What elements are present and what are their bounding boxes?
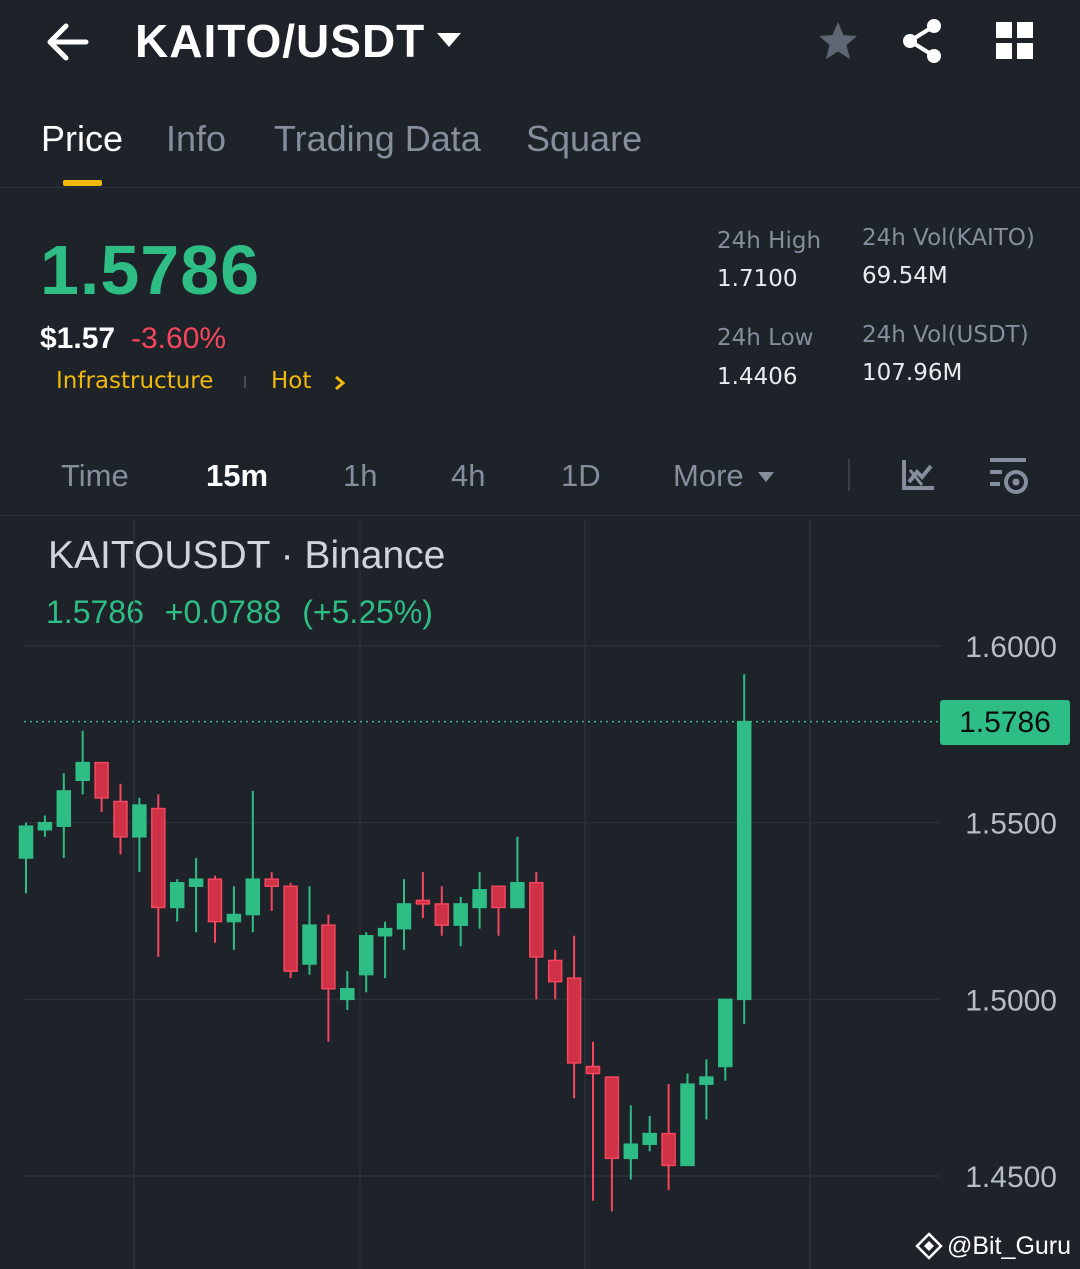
indicator-icon[interactable] — [900, 458, 936, 492]
watermark: @Bit_Guru — [915, 1230, 1071, 1262]
stat-24h-high-label: 24h High — [717, 228, 822, 254]
watermark-text: @Bit_Guru — [947, 1231, 1072, 1260]
interval-1d[interactable]: 1D — [561, 458, 601, 493]
share-icon[interactable] — [898, 16, 946, 66]
chart-change: +0.0788 — [164, 594, 282, 630]
tab-bar: Price Info Trading Data Square — [0, 100, 1080, 188]
stat-24h-high-value: 1.7100 — [717, 266, 798, 292]
caret-down-icon[interactable] — [435, 30, 463, 50]
arrow-left-icon[interactable] — [40, 18, 96, 66]
stat-24h-vol-base-value: 69.54M — [862, 263, 948, 289]
tag-infrastructure[interactable]: Infrastructure — [56, 368, 214, 394]
stat-24h-low-value: 1.4406 — [717, 364, 798, 390]
pair-title[interactable]: KAITO/USDT — [135, 15, 426, 67]
chevron-right-icon[interactable] — [333, 374, 347, 392]
chart-change-percent: (+5.25%) — [302, 594, 433, 630]
tag-divider — [244, 376, 246, 388]
stat-24h-vol-quote-label: 24h Vol(USDT) — [862, 322, 1029, 348]
grid-icon[interactable] — [992, 18, 1038, 64]
tab-info[interactable]: Info — [166, 118, 227, 159]
chart-last-price: 1.5786 — [46, 594, 144, 630]
chart-settings-icon[interactable] — [988, 456, 1032, 496]
price-change-percent: -3.60% — [131, 322, 227, 355]
star-icon[interactable] — [814, 18, 862, 66]
tag-hot[interactable]: Hot — [271, 368, 312, 394]
interval-more[interactable]: More — [673, 458, 744, 493]
active-tab-indicator — [63, 180, 102, 186]
last-price-tag: 1.5786 — [940, 700, 1070, 745]
interval-divider — [848, 459, 850, 491]
interval-4h[interactable]: 4h — [451, 458, 486, 493]
top-bar: KAITO/USDT — [0, 0, 1080, 90]
stat-24h-vol-quote-value: 107.96M — [862, 360, 963, 386]
interval-1h[interactable]: 1h — [343, 458, 378, 493]
stat-24h-low-label: 24h Low — [717, 325, 814, 351]
caret-down-icon[interactable] — [757, 468, 775, 482]
tab-price[interactable]: Price — [41, 118, 124, 159]
last-price: 1.5786 — [40, 231, 261, 309]
interval-time[interactable]: Time — [61, 458, 129, 493]
binance-logo-icon — [915, 1232, 943, 1260]
tab-trading-data[interactable]: Trading Data — [274, 118, 481, 159]
tab-square[interactable]: Square — [526, 118, 643, 159]
chart-panel[interactable] — [0, 515, 1080, 1269]
interval-15m[interactable]: 15m — [206, 458, 269, 493]
chart-ohlc-summary: 1.5786 +0.0788 (+5.25%) — [46, 594, 445, 631]
chart-title: KAITOUSDT · Binance — [48, 534, 446, 577]
stat-24h-vol-base-label: 24h Vol(KAITO) — [862, 225, 1035, 251]
usd-price: $1.57 — [40, 322, 116, 355]
